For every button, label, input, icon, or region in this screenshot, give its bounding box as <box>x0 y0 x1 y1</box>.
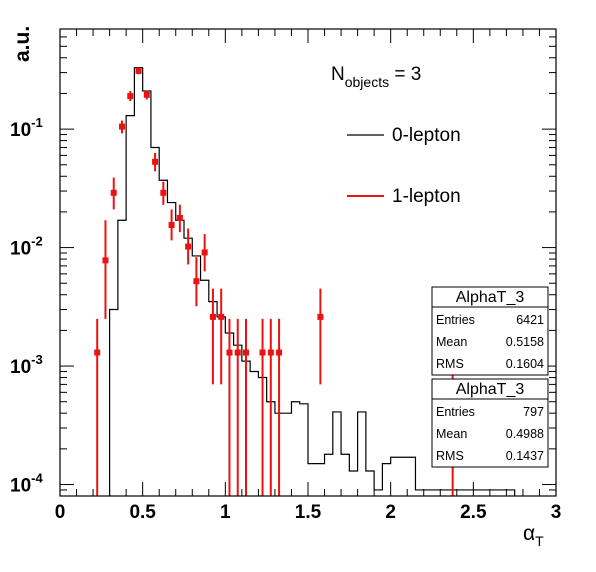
stat-box-0-entries-value: 6421 <box>516 313 544 327</box>
annotation-rest: = 3 <box>389 64 421 85</box>
data-point-1-lepton-19 <box>259 349 266 356</box>
stat-box-0-lepton: AlphaT_3 Entries 6421 Mean 0.5158 RMS 0.… <box>431 286 549 376</box>
stat-box-0-mean-value: 0.5158 <box>506 335 544 349</box>
y-tick-label-exp-1: -3 <box>31 352 43 367</box>
data-point-1-lepton-11 <box>185 243 192 250</box>
stat-box-0-rms-value: 0.1604 <box>506 357 544 371</box>
data-point-1-lepton-6 <box>143 91 150 98</box>
data-point-1-lepton-13 <box>201 249 208 256</box>
legend-label-0-lepton: 0-lepton <box>392 125 461 146</box>
axes <box>59 28 557 497</box>
y-tick-label-0: 10-4 <box>10 471 43 497</box>
data-point-1-lepton-17 <box>234 349 241 356</box>
x-tick-label-1: 0.5 <box>129 502 156 523</box>
x-tick-label-6: 3 <box>551 502 562 523</box>
data-point-1-lepton-16 <box>226 349 233 356</box>
data-point-1-lepton-9 <box>168 222 175 229</box>
stat-box-0-rms-label: RMS <box>436 357 464 371</box>
y-tick-label-exp-3: -1 <box>31 115 43 130</box>
stat-box-0-title: AlphaT_3 <box>456 289 525 306</box>
legend-label-1-lepton: 1-lepton <box>392 186 461 207</box>
series-1-lepton-markers <box>94 67 456 496</box>
data-point-1-lepton-8 <box>160 189 167 196</box>
stat-box-1-rms-value: 0.1437 <box>506 449 544 463</box>
x-axis-title: αT <box>523 522 544 549</box>
data-point-1-lepton-21 <box>276 349 283 356</box>
stat-box-1-rms-label: RMS <box>436 449 464 463</box>
x-tick-label-4: 2 <box>385 502 396 523</box>
series-0-lepton-step <box>109 67 516 496</box>
x-axis-title-sub: T <box>535 533 544 549</box>
stat-box-1-lepton: AlphaT_3 Entries 797 Mean 0.4988 RMS 0.1… <box>431 378 549 468</box>
annotation-main: N <box>331 64 345 85</box>
y-tick-label-1: 10-3 <box>10 352 43 378</box>
n-objects-annotation: Nobjects = 3 <box>331 64 421 90</box>
y-tick-label-2: 10-2 <box>10 234 43 260</box>
data-point-1-lepton-3 <box>119 123 125 130</box>
y-tick-label-base-3: 10 <box>10 120 31 141</box>
tick-labels: 0 0.5 1 1.5 2 2.5 310-410-310-210-1 <box>10 115 561 523</box>
data-point-1-lepton-18 <box>243 349 249 356</box>
x-tick-label-3: 1.5 <box>295 502 322 523</box>
stat-box-1-entries-label: Entries <box>436 405 475 419</box>
data-point-1-lepton-14 <box>209 313 216 320</box>
stat-box-1-mean-value: 0.4988 <box>506 427 544 441</box>
data-point-1-lepton-5 <box>135 67 142 74</box>
y-tick-label-base-2: 10 <box>10 239 31 260</box>
y-tick-label-base-0: 10 <box>10 476 31 497</box>
x-axis-title-main: α <box>523 522 535 545</box>
stat-box-1-entries-value: 797 <box>523 405 544 419</box>
data-point-1-lepton-0 <box>94 349 101 356</box>
data-point-1-lepton-20 <box>267 349 274 356</box>
y-tick-label-exp-2: -2 <box>31 234 43 249</box>
y-tick-label-base-1: 10 <box>10 357 31 378</box>
y-tick-label-3: 10-1 <box>10 115 43 141</box>
data-point-1-lepton-22 <box>317 313 324 320</box>
stat-box-1-title: AlphaT_3 <box>456 381 525 398</box>
stat-box-1-mean-label: Mean <box>436 427 467 441</box>
data-point-1-lepton-4 <box>127 93 134 100</box>
data-point-1-lepton-2 <box>110 189 117 196</box>
data-point-1-lepton-7 <box>152 158 159 165</box>
legend: 0-lepton 1-lepton <box>347 125 461 207</box>
data-point-1-lepton-10 <box>176 214 183 221</box>
data-point-1-lepton-1 <box>102 257 109 264</box>
y-axis-title: a.u. <box>11 26 34 62</box>
x-tick-label-2: 1 <box>220 502 231 523</box>
stat-box-0-entries-label: Entries <box>436 313 475 327</box>
x-tick-label-5: 2.5 <box>460 502 487 523</box>
y-tick-label-exp-0: -4 <box>31 471 43 486</box>
annotation-sub: objects <box>345 74 389 90</box>
data-point-1-lepton-12 <box>193 278 200 285</box>
x-tick-label-0: 0 <box>55 502 66 523</box>
series-0-lepton-step-outline <box>109 67 516 496</box>
data-point-1-lepton-15 <box>218 313 225 320</box>
stat-box-0-mean-label: Mean <box>436 335 467 349</box>
